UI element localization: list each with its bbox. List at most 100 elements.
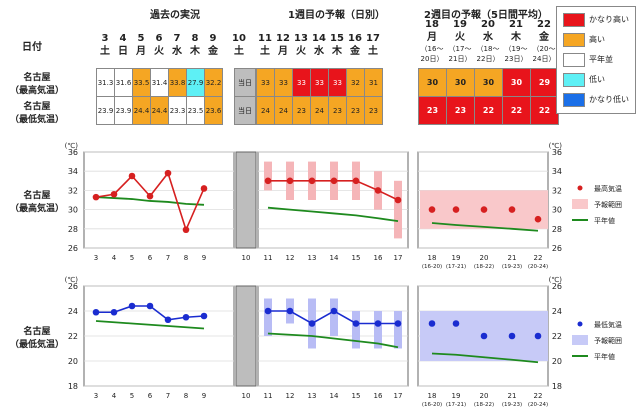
max-legend-range-label: 予報範囲 bbox=[594, 200, 622, 209]
max-w2-point bbox=[428, 206, 436, 213]
max-ytick-right: 30 bbox=[552, 206, 562, 215]
date-weekday: 木 bbox=[332, 46, 342, 57]
date-weekday: 木 bbox=[511, 32, 521, 43]
max-w2-cell: 30 bbox=[418, 68, 447, 97]
chart-label-min: 名古屋 （最低気温） bbox=[2, 326, 72, 352]
min-forecast-point bbox=[308, 320, 316, 327]
date-weekday: 火 bbox=[154, 46, 164, 57]
week1-header: 1週目の予報（日別） bbox=[288, 10, 385, 21]
date-weekday: 月 bbox=[427, 32, 437, 43]
min-w1-cell: 23 bbox=[364, 96, 383, 125]
min-ylabel-left: (℃) bbox=[65, 276, 79, 284]
min-w2-cell: 22 bbox=[474, 96, 503, 125]
min-w2-xtick-range: (16-20) bbox=[422, 402, 442, 408]
date-day: 10 bbox=[232, 33, 246, 44]
max-legend-series: 最高気温 bbox=[594, 184, 622, 193]
min-legend-range-label: 予報範囲 bbox=[594, 336, 622, 345]
min-w2-cell: 22 bbox=[502, 96, 531, 125]
date-range-end: 24日） bbox=[532, 55, 556, 63]
min-w2-point bbox=[534, 332, 542, 340]
week2-header: 2週目の予報（5日間平均） bbox=[424, 10, 548, 21]
min-ylabel-right: (℃) bbox=[549, 276, 563, 284]
max-w2-xtick: 19 bbox=[452, 254, 461, 262]
min-normal-w2 bbox=[431, 352, 539, 364]
date-range-start: （16～ bbox=[420, 45, 444, 53]
max-ytick-left: 26 bbox=[68, 244, 78, 253]
legend-label: かなり高い bbox=[589, 15, 629, 24]
min-forecast-point bbox=[330, 307, 338, 315]
date-day: 13 bbox=[294, 33, 308, 44]
date-weekday: 金 bbox=[350, 46, 360, 57]
min-forecast-point bbox=[352, 320, 360, 327]
max-ytick-left: 30 bbox=[68, 206, 78, 215]
max-ytick-right: 34 bbox=[552, 167, 562, 176]
max-xtick: 14 bbox=[330, 254, 339, 262]
row-label-min-city: 名古屋 bbox=[23, 102, 51, 112]
date-range-end: 20日） bbox=[420, 55, 444, 63]
min-ytick-right: 22 bbox=[552, 332, 562, 341]
max-legend-range bbox=[572, 199, 588, 209]
min-forecast-point bbox=[286, 307, 294, 315]
max-forecast-point bbox=[352, 177, 360, 185]
date-weekday: 土 bbox=[234, 46, 244, 57]
min-forecast-point bbox=[264, 307, 272, 315]
min-forecast-point bbox=[374, 320, 382, 327]
max-ytick-right: 26 bbox=[552, 244, 562, 253]
max-w2-cell: 30 bbox=[502, 68, 531, 97]
min-range-bar bbox=[352, 311, 360, 349]
min-w2-xtick: 21 bbox=[508, 392, 517, 400]
date-weekday: 金 bbox=[208, 46, 218, 57]
row-label-max: 名古屋 （最高気温） bbox=[2, 72, 72, 98]
date-day: 7 bbox=[173, 33, 181, 44]
min-ytick-left: 22 bbox=[68, 332, 78, 341]
min-w2-xtick-range: (20-24) bbox=[528, 402, 548, 408]
max-w2-xtick: 18 bbox=[428, 254, 437, 262]
min-xtick: 8 bbox=[184, 392, 188, 400]
min-past-point bbox=[146, 302, 154, 310]
max-normal-w1 bbox=[267, 206, 399, 223]
min-xtick: 3 bbox=[94, 392, 98, 400]
min-xtick: 14 bbox=[330, 392, 339, 400]
date-weekday: 木 bbox=[190, 46, 200, 57]
max-ytick-left: 32 bbox=[68, 186, 78, 195]
date-col-15: 15 木 bbox=[326, 32, 348, 58]
min-ytick-right: 18 bbox=[552, 382, 562, 391]
min-legend-series: 最低気温 bbox=[594, 320, 622, 329]
min-w2-xtick: 20 bbox=[480, 392, 489, 400]
date-weekday: 土 bbox=[260, 46, 270, 57]
min-w2-cell: 22 bbox=[530, 96, 559, 125]
max-w2-xtick-range: (19-23) bbox=[502, 264, 522, 270]
max-w2-xtick-range: (18-22) bbox=[474, 264, 494, 270]
row-label-min-kind: （最低気温） bbox=[9, 115, 64, 125]
min-past-point bbox=[182, 313, 190, 321]
min-ytick-right: 26 bbox=[552, 282, 562, 291]
date-day: 11 bbox=[258, 33, 272, 44]
max-xtick: 15 bbox=[352, 254, 361, 262]
date-day: 22 bbox=[537, 19, 551, 30]
min-ytick-left: 26 bbox=[68, 282, 78, 291]
date-weekday: 日 bbox=[118, 46, 128, 57]
min-normal-past bbox=[95, 320, 205, 330]
date-day: 16 bbox=[348, 33, 362, 44]
min-forecast-point bbox=[394, 320, 402, 327]
max-range-bar bbox=[264, 161, 272, 191]
max-ytick-right: 32 bbox=[552, 186, 562, 195]
min-legend-normal-label: 平年値 bbox=[594, 352, 615, 361]
max-xtick: 10 bbox=[242, 254, 251, 262]
date-col-14: 14 水 bbox=[308, 32, 330, 58]
min-w1-cell: 23 bbox=[346, 96, 365, 125]
date-weekday: 水 bbox=[172, 46, 182, 57]
max-past-point bbox=[92, 193, 100, 201]
max-legend-normal-label: 平年値 bbox=[594, 216, 615, 225]
min-w2-xtick: 18 bbox=[428, 392, 437, 400]
date-col-11: 11 土 bbox=[254, 32, 276, 58]
today-cell: 当日 bbox=[234, 96, 256, 125]
date-weekday: 水 bbox=[314, 46, 324, 57]
max-normal-past bbox=[95, 196, 205, 206]
date-day: 3 bbox=[101, 33, 109, 44]
date-range-start: （18～ bbox=[476, 45, 500, 53]
